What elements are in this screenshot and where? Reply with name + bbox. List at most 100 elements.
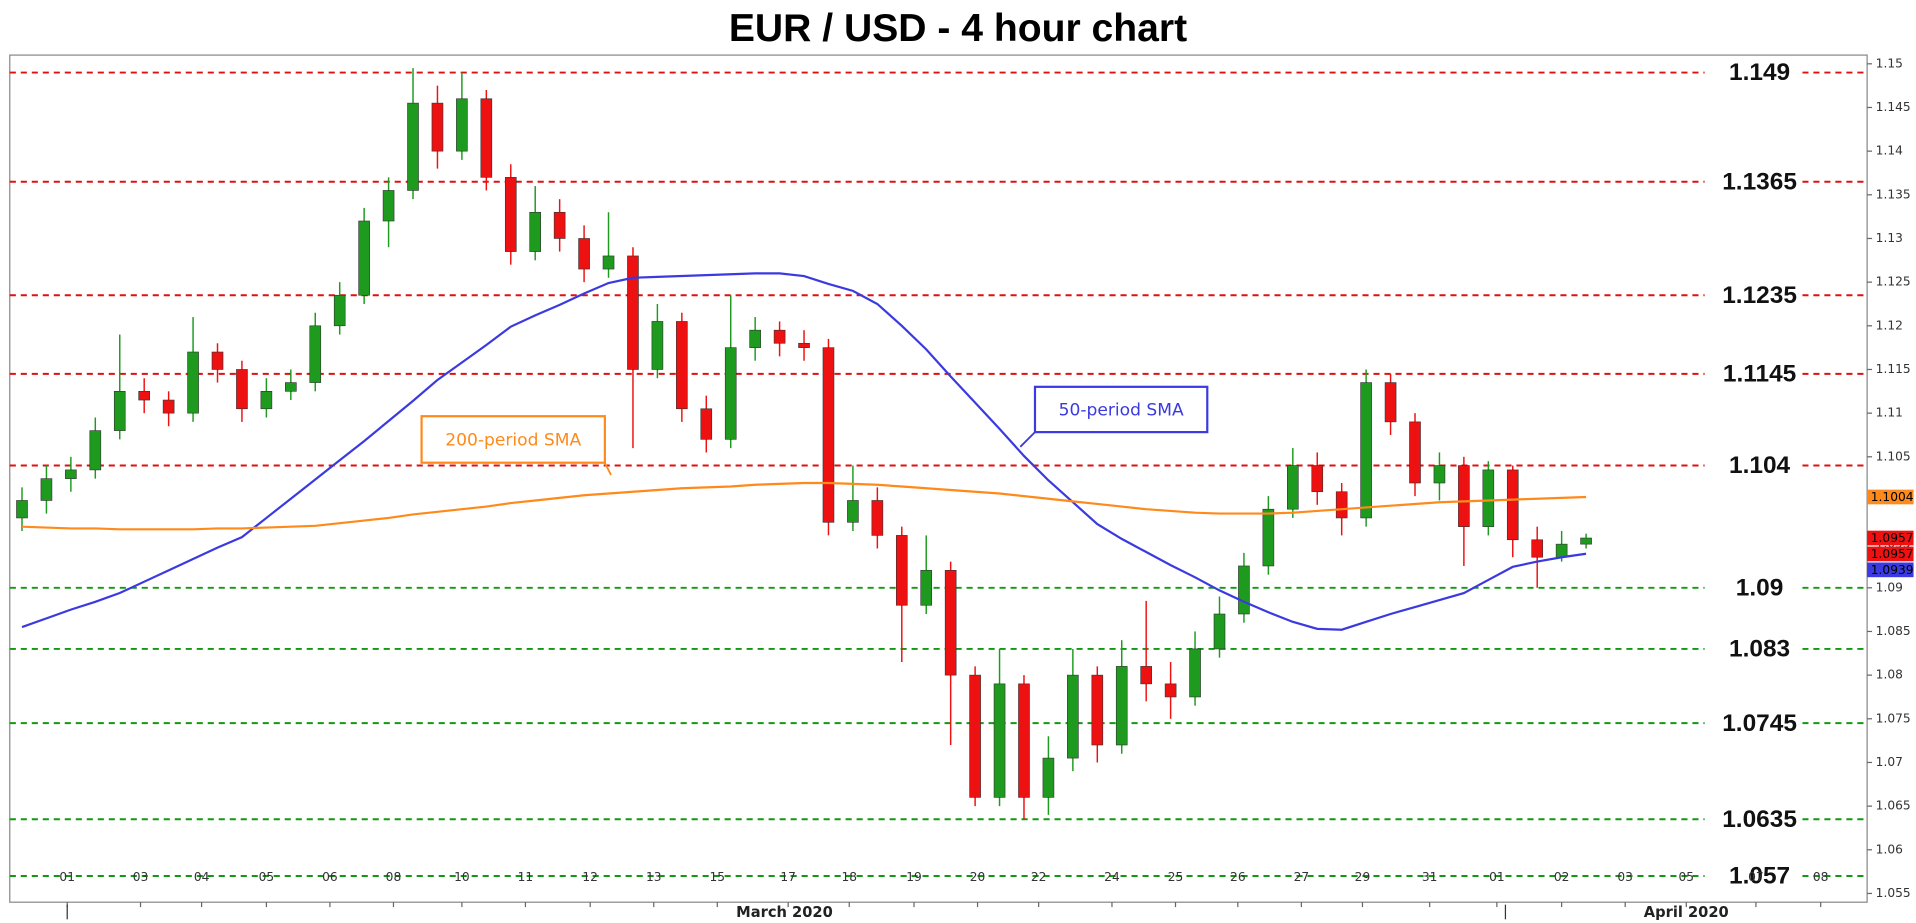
candle-body: [1531, 539, 1544, 558]
price-tag: [1867, 530, 1914, 546]
level-label-bg: [1704, 573, 1803, 603]
y-tick-label: 1.085: [1876, 624, 1911, 638]
candle-body: [1580, 537, 1592, 545]
candle-body: [1335, 491, 1348, 519]
candle-body: [40, 478, 53, 501]
level-label: 1.1235: [1722, 282, 1797, 309]
y-tick-label: 1.115: [1876, 362, 1911, 376]
annotation-connector: [604, 462, 612, 476]
candle-body: [578, 238, 590, 270]
level-label-bg: [1704, 280, 1803, 310]
candle-body: [285, 382, 297, 392]
candle-body: [993, 683, 1006, 798]
candle-body: [1506, 469, 1519, 541]
x-tick-label: 13: [646, 870, 662, 884]
y-tick-label: 1.15: [1876, 56, 1903, 70]
candle-body: [358, 220, 370, 296]
candle-body: [602, 255, 615, 270]
x-tick-label: 27: [1294, 870, 1310, 884]
candle-body: [382, 190, 395, 222]
level-label-bg: [1704, 708, 1803, 738]
level-label: 1.0635: [1722, 806, 1797, 833]
x-tick-label: 06: [322, 870, 338, 884]
x-tick-label: 12: [582, 870, 598, 884]
y-tick-label: 1.065: [1876, 799, 1911, 813]
price-tag-label: 1.0957: [1871, 531, 1914, 545]
x-tick-label: 08: [1813, 870, 1829, 884]
candle-body: [1189, 648, 1201, 698]
candle-body: [504, 177, 517, 252]
candle-body: [944, 570, 957, 676]
y-tick-label: 1.075: [1876, 711, 1911, 725]
level-label-bg: [1704, 167, 1803, 197]
candle-body: [113, 391, 126, 431]
candle-body: [16, 500, 28, 519]
candle-body: [65, 469, 77, 479]
candle-body: [1458, 465, 1470, 527]
price-tag-label: 1.0939: [1871, 563, 1914, 577]
level-label-bg: [1704, 57, 1803, 88]
x-tick-label: 19: [906, 870, 922, 884]
y-tick-label: 1.13: [1876, 231, 1903, 245]
candle-body: [1164, 683, 1177, 698]
candle-body: [138, 391, 150, 401]
candle-body: [700, 408, 713, 440]
x-tick-label: 17: [780, 870, 796, 884]
price-tag: [1867, 562, 1914, 578]
candle-body: [627, 255, 639, 370]
candle-body: [651, 321, 664, 370]
candle-body: [1555, 543, 1568, 558]
y-tick-label: 1.08: [1876, 668, 1903, 682]
candle-body: [333, 294, 346, 327]
price-tag: [1867, 546, 1914, 562]
candle-body: [187, 351, 199, 414]
x-tick-label: 20: [970, 870, 986, 884]
candle-body: [1384, 382, 1397, 423]
candle-body: [969, 674, 981, 798]
candle-body: [847, 500, 859, 523]
x-tick-label: 18: [841, 870, 857, 884]
price-tag-label: 1.0957: [1871, 547, 1914, 561]
x-tick-label: 05: [259, 870, 275, 884]
y-tick-label: 1.125: [1876, 275, 1911, 289]
x-tick-label: 08: [386, 870, 402, 884]
y-tick-label: 1.06: [1876, 842, 1903, 856]
candle-body: [407, 102, 419, 191]
level-label: 1.0745: [1722, 710, 1797, 737]
y-tick-label: 1.135: [1876, 187, 1911, 201]
level-label: 1.104: [1729, 452, 1791, 479]
annotation-label: 200-period SMA: [445, 431, 581, 451]
candle-body: [1287, 465, 1299, 510]
x-tick-label: 29: [1355, 870, 1371, 884]
candle-body: [1433, 465, 1446, 484]
price-tag: [1867, 489, 1914, 505]
x-tick-label: 22: [1031, 870, 1047, 884]
candle-body: [871, 500, 884, 536]
x-tick-label: 31: [1422, 870, 1438, 884]
candle-body: [1360, 382, 1372, 519]
candle-body: [1018, 683, 1030, 798]
candle-body: [1482, 469, 1495, 527]
candle-body: [1238, 565, 1250, 615]
x-tick-label: 26: [1230, 870, 1246, 884]
level-label-bg: [1704, 804, 1803, 834]
candle-body: [798, 342, 810, 348]
x-tick-label: 15: [710, 870, 726, 884]
candle-body: [1042, 757, 1055, 798]
candle-body: [431, 102, 444, 152]
sma-line: [21, 272, 1587, 631]
y-tick-label: 1.11: [1876, 406, 1903, 420]
annotation-box: [420, 415, 606, 464]
candle-body: [822, 347, 835, 523]
candle-body: [749, 329, 761, 348]
candle-body: [1409, 421, 1421, 484]
y-tick-label: 1.145: [1876, 100, 1911, 114]
x-tick-label: 03: [133, 870, 149, 884]
x-tick-label: 05: [1679, 870, 1695, 884]
x-tick-label: 24: [1104, 870, 1120, 884]
level-label: 1.149: [1729, 59, 1790, 86]
x-tick-label: 01: [1489, 870, 1505, 884]
annotation-box: [1033, 385, 1209, 434]
